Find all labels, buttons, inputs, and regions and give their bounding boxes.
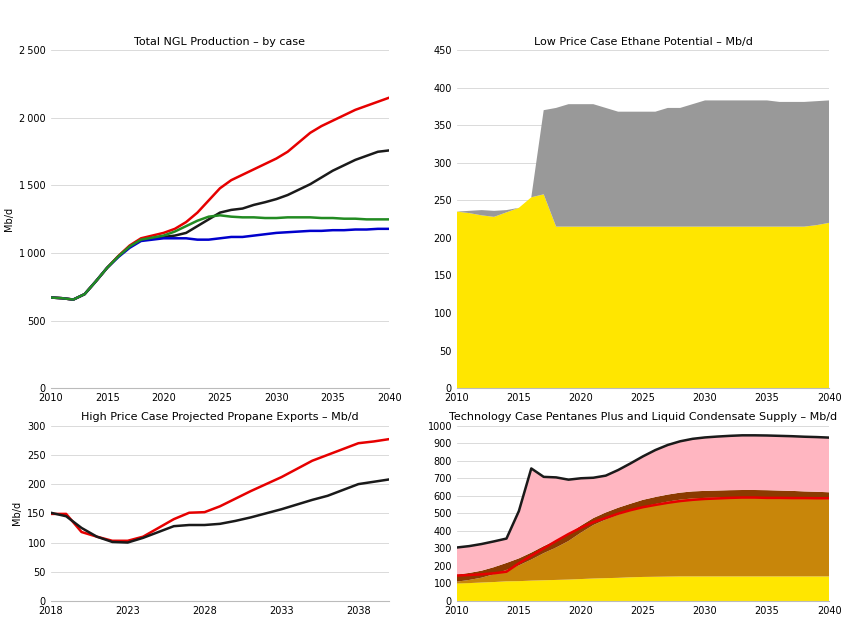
Title: Low Price Case Ethane Potential – Mb/d: Low Price Case Ethane Potential – Mb/d — [534, 36, 752, 46]
Legend: Reference, High Price, Low Price, Technology: Reference, High Price, Low Price, Techno… — [56, 433, 366, 443]
Legend: Production from Gas Processing, Ethane Not Recovered: Production from Gas Processing, Ethane N… — [462, 433, 758, 443]
Title: Technology Case Pentanes Plus and Liquid Condensate Supply – Mb/d: Technology Case Pentanes Plus and Liquid… — [449, 412, 837, 422]
Title: High Price Case Projected Propane Exports – Mb/d: High Price Case Projected Propane Export… — [81, 412, 359, 422]
Title: Total NGL Production – by case: Total NGL Production – by case — [135, 36, 305, 46]
Y-axis label: Mb/d: Mb/d — [3, 207, 14, 231]
Y-axis label: Mb/d: Mb/d — [12, 501, 22, 525]
